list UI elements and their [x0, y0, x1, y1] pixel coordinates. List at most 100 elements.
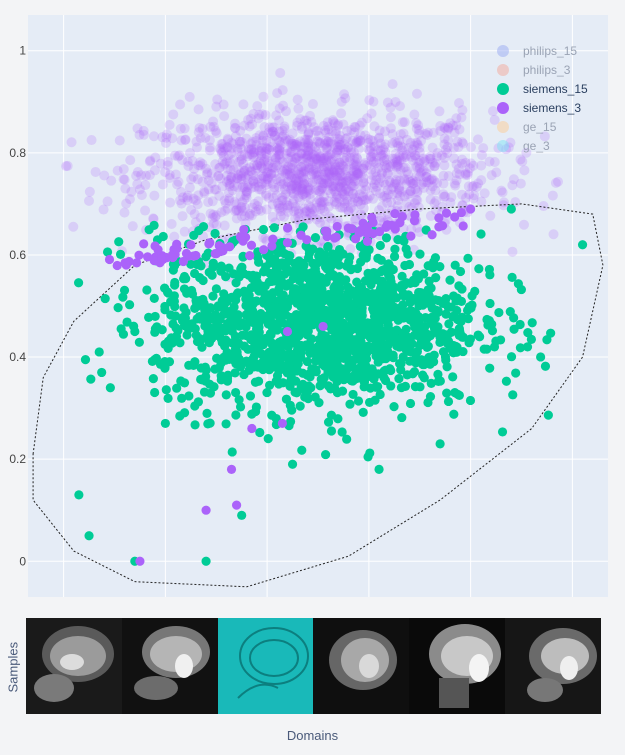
data-point [450, 388, 460, 398]
background-point [394, 191, 405, 202]
data-point [491, 336, 501, 346]
background-point [297, 180, 308, 191]
background-point [298, 160, 309, 171]
data-point [212, 353, 222, 363]
background-point [338, 176, 349, 187]
mri-thumbnail[interactable] [26, 618, 122, 714]
background-point [197, 176, 208, 187]
background-point [244, 149, 255, 160]
background-point [280, 106, 291, 117]
background-point [138, 129, 149, 140]
background-point [293, 192, 304, 203]
background-point [306, 170, 317, 181]
data-point [116, 324, 126, 334]
mri-thumbnail[interactable] [313, 618, 410, 714]
background-point [378, 156, 389, 167]
data-point [448, 372, 458, 382]
data-point [184, 391, 194, 401]
background-point [224, 181, 235, 192]
background-point [385, 123, 396, 134]
background-point [449, 127, 460, 138]
background-point [303, 142, 314, 153]
background-point [267, 163, 278, 174]
background-point [390, 148, 401, 159]
background-point [182, 195, 193, 206]
background-point [313, 185, 324, 196]
mri-thumbnail[interactable] [217, 618, 314, 714]
background-point [291, 173, 302, 184]
background-point [230, 118, 241, 129]
data-point [441, 355, 451, 365]
background-point [311, 153, 322, 164]
background-point [293, 205, 304, 216]
background-point [235, 168, 246, 179]
background-point [346, 180, 357, 191]
data-point [259, 245, 269, 255]
background-point [204, 145, 215, 156]
background-point [279, 211, 290, 222]
background-point [391, 175, 402, 186]
background-point [515, 154, 526, 165]
background-point [261, 152, 272, 163]
background-point [236, 203, 247, 214]
background-point [249, 147, 260, 158]
background-point [371, 181, 382, 192]
background-point [267, 122, 278, 133]
data-point [208, 291, 218, 301]
background-point [244, 162, 255, 173]
background-point [291, 140, 302, 151]
mri-thumbnail[interactable] [121, 618, 218, 714]
data-point [352, 277, 362, 287]
background-point [148, 131, 159, 142]
background-point [273, 200, 284, 211]
background-point [240, 202, 251, 213]
background-point [465, 158, 476, 169]
background-point [293, 164, 304, 175]
mri-thumbnail[interactable] [504, 618, 601, 714]
background-point [270, 162, 281, 173]
background-point [333, 165, 344, 176]
background-point [264, 144, 275, 155]
background-point [327, 172, 338, 183]
background-point [283, 206, 294, 217]
data-point [456, 316, 466, 327]
data-point [410, 210, 420, 220]
background-point [136, 190, 147, 201]
background-point [405, 176, 416, 187]
background-point [384, 175, 395, 186]
background-point [414, 171, 425, 182]
background-point [338, 181, 349, 192]
background-point [440, 144, 451, 155]
background-point [202, 167, 213, 178]
background-point [232, 143, 243, 154]
data-point [170, 280, 180, 290]
data-point [448, 348, 459, 358]
data-point [247, 409, 257, 419]
background-point [282, 168, 293, 179]
background-point [203, 184, 214, 195]
background-point [424, 175, 435, 186]
background-point [429, 161, 440, 172]
data-point [236, 266, 246, 277]
data-point [364, 245, 374, 255]
background-point [448, 142, 459, 153]
background-point [323, 169, 334, 180]
background-point [382, 208, 393, 219]
data-point [374, 464, 384, 474]
background-point [362, 194, 373, 205]
background-point [260, 110, 271, 121]
background-point [298, 141, 309, 152]
background-point [214, 162, 225, 173]
background-point [318, 120, 329, 131]
data-point [319, 349, 329, 359]
mri-thumbnail[interactable] [409, 618, 505, 714]
background-point [232, 146, 243, 157]
background-point [412, 195, 423, 206]
data-point [244, 290, 254, 300]
background-point [332, 172, 343, 183]
background-point [391, 178, 402, 189]
background-point [157, 179, 168, 190]
background-point [258, 163, 269, 174]
data-point [360, 288, 371, 298]
background-point [313, 130, 324, 141]
